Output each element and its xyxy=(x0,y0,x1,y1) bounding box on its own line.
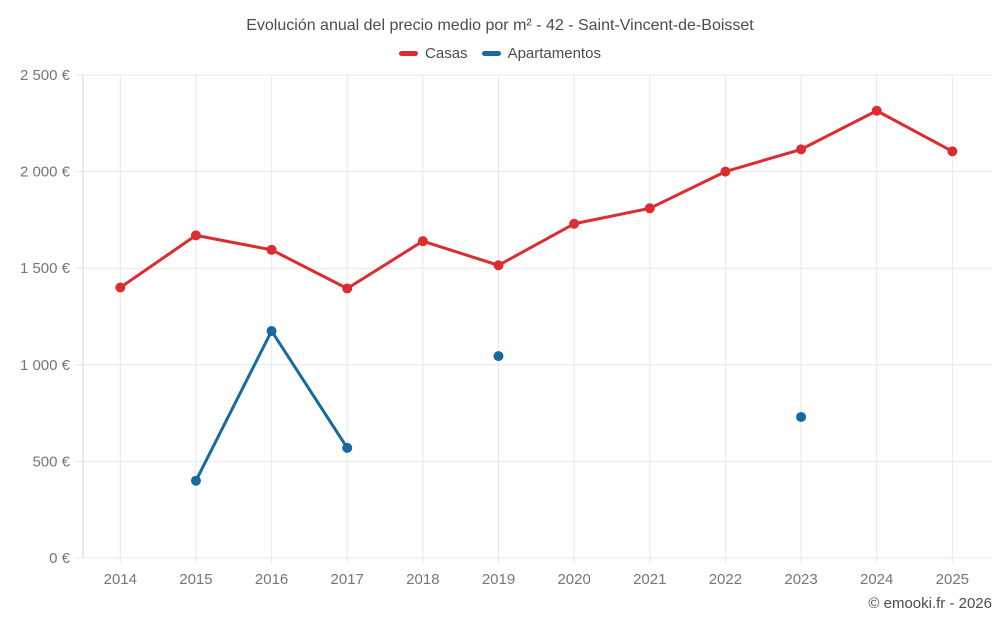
legend-item-casas[interactable]: Casas xyxy=(399,45,468,62)
casas-point-2019 xyxy=(493,260,504,271)
legend: Casas Apartamentos xyxy=(0,45,1000,62)
casas-point-2022 xyxy=(720,166,731,177)
casas-line-segment xyxy=(572,206,652,226)
legend-swatch-apartamentos xyxy=(481,51,501,56)
apartamentos-line-segment xyxy=(270,329,349,450)
x-tick-label-2017: 2017 xyxy=(331,571,364,588)
x-tick-label-2021: 2021 xyxy=(633,571,666,588)
x-tick-label-2015: 2015 xyxy=(179,571,212,588)
apartamentos-point-2017 xyxy=(342,442,353,453)
x-tick-label-2023: 2023 xyxy=(784,571,817,588)
x-tick-label-2025: 2025 xyxy=(936,571,969,588)
x-tick-label-2024: 2024 xyxy=(860,571,893,588)
apartamentos-point-2023 xyxy=(796,411,807,422)
apartamentos-line-segment xyxy=(194,329,274,483)
x-tick-label-2020: 2020 xyxy=(557,571,590,588)
casas-line-segment xyxy=(875,109,954,153)
casas-line-segment xyxy=(270,248,349,290)
x-tick-label-2022: 2022 xyxy=(709,571,742,588)
x-tick-label-2019: 2019 xyxy=(482,571,515,588)
x-tick-label-2016: 2016 xyxy=(255,571,288,588)
casas-line-segment xyxy=(194,233,274,252)
casas-point-2025 xyxy=(947,146,958,157)
casas-line-segment xyxy=(497,222,576,267)
legend-label-casas: Casas xyxy=(425,45,468,62)
legend-item-apartamentos[interactable]: Apartamentos xyxy=(481,45,601,62)
y-tick-label-1500: 1 500 € xyxy=(20,260,71,277)
casas-line-segment xyxy=(345,239,425,290)
legend-label-apartamentos: Apartamentos xyxy=(507,45,601,62)
casas-point-2017 xyxy=(342,283,353,294)
casas-point-2014 xyxy=(115,282,126,293)
y-tick-label-1000: 1 000 € xyxy=(20,357,71,374)
casas-line-segment xyxy=(723,147,803,174)
legend-swatch-casas xyxy=(399,51,419,56)
apartamentos-point-2019 xyxy=(493,351,504,362)
x-tick-label-2018: 2018 xyxy=(406,571,439,588)
y-tick-label-0: 0 € xyxy=(49,550,71,567)
casas-line-segment xyxy=(799,109,879,151)
casas-point-2024 xyxy=(871,105,882,116)
apartamentos-point-2016 xyxy=(266,325,277,336)
casas-point-2018 xyxy=(417,236,428,247)
y-tick-label-500: 500 € xyxy=(32,453,70,470)
casas-point-2020 xyxy=(569,218,580,229)
chart-title: Evolución anual del precio medio por m² … xyxy=(246,17,754,34)
y-tick-label-2000: 2 000 € xyxy=(20,164,71,181)
y-tick-label-2500: 2 500 € xyxy=(20,67,71,84)
casas-point-2015 xyxy=(190,230,201,241)
casas-line-segment xyxy=(421,239,500,267)
casas-point-2021 xyxy=(644,203,655,214)
casas-line-segment xyxy=(648,170,727,210)
casas-point-2016 xyxy=(266,244,277,255)
x-tick-label-2014: 2014 xyxy=(104,571,137,588)
casas-point-2023 xyxy=(796,144,807,155)
copyright-footer: © emooki.fr - 2026 xyxy=(868,595,992,612)
casas-line-segment xyxy=(118,233,198,290)
apartamentos-point-2015 xyxy=(190,475,201,486)
